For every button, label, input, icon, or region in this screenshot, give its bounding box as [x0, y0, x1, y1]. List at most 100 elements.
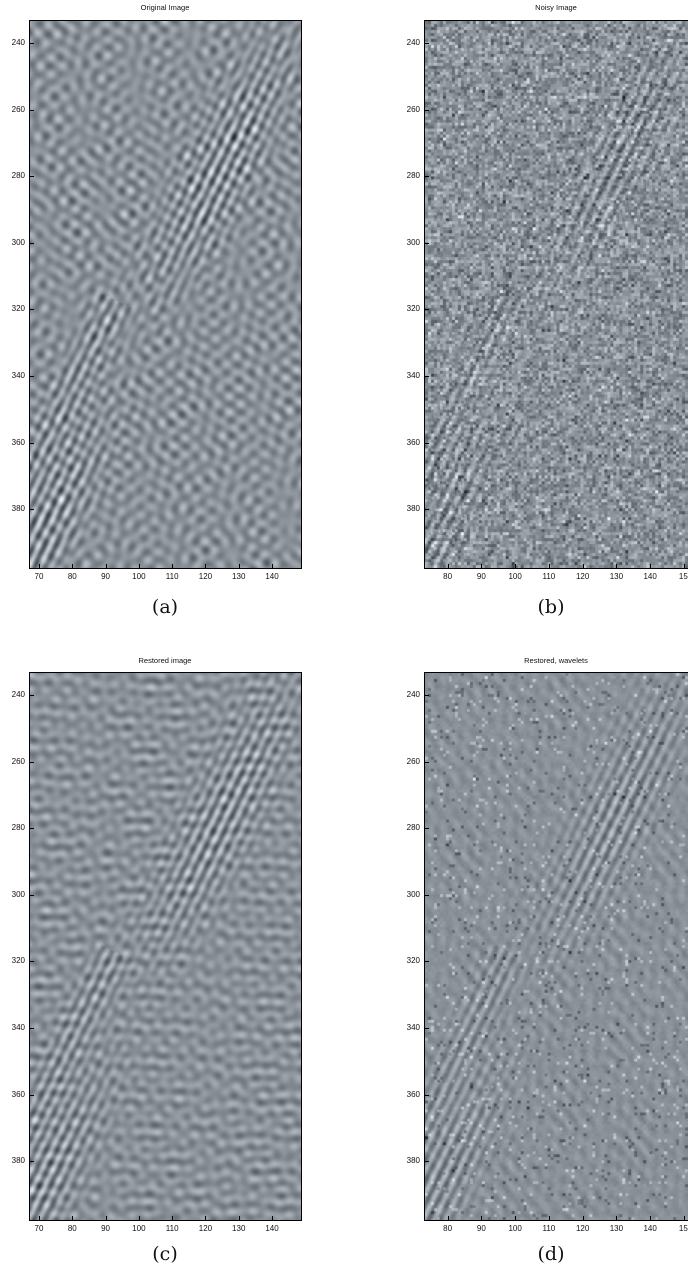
panel-c-image: [29, 672, 302, 1221]
y-tick-mark: [425, 242, 429, 244]
x-tick-mark: [650, 564, 652, 568]
y-tick-mark: [30, 695, 34, 697]
y-tick-label: 380: [406, 504, 420, 514]
y-tick-label: 340: [11, 371, 25, 381]
y-tick-mark: [425, 442, 429, 444]
y-tick-label: 360: [406, 437, 420, 447]
x-tick-label: 70: [34, 572, 44, 581]
x-tick-mark: [515, 1216, 517, 1220]
y-tick-mark: [425, 761, 429, 763]
panel-b-title: Noisy Image: [535, 3, 577, 12]
x-tick-mark: [72, 564, 74, 568]
x-tick-label: 120: [198, 572, 213, 581]
y-tick-mark: [30, 376, 34, 378]
x-tick-label: 120: [198, 1224, 213, 1233]
x-tick-mark: [172, 564, 174, 568]
y-tick-mark: [425, 109, 429, 111]
y-tick-mark: [30, 894, 34, 896]
y-tick-label: 380: [11, 1156, 25, 1166]
y-tick-label: 300: [11, 889, 25, 899]
x-tick-label: 90: [476, 572, 486, 581]
y-tick-label: 340: [11, 1023, 25, 1033]
x-tick-label: 100: [132, 1224, 146, 1233]
x-tick-label: 130: [609, 572, 624, 581]
y-tick-label: 380: [406, 1156, 420, 1166]
x-tick-mark: [38, 1216, 40, 1220]
y-tick-mark: [425, 894, 429, 896]
y-tick-label: 300: [406, 237, 420, 247]
x-tick-mark: [105, 1216, 107, 1220]
y-tick-mark: [30, 109, 34, 111]
y-tick-label: 340: [406, 1023, 420, 1033]
x-tick-label: 90: [476, 1224, 486, 1233]
y-tick-label: 280: [406, 823, 420, 833]
y-tick-mark: [30, 1161, 34, 1163]
y-tick-mark: [30, 43, 34, 45]
y-tick-mark: [425, 1028, 429, 1030]
x-tick-label: 100: [132, 572, 146, 581]
y-tick-mark: [425, 309, 429, 311]
x-tick-mark: [481, 1216, 483, 1220]
x-tick-label: 130: [609, 1224, 624, 1233]
y-tick-label: 320: [11, 304, 25, 314]
x-tick-mark: [650, 1216, 652, 1220]
y-tick-label: 240: [406, 38, 420, 48]
x-tick-label: 140: [265, 572, 279, 581]
x-tick-mark: [105, 564, 107, 568]
x-tick-label: 90: [101, 572, 111, 581]
x-tick-label: 150: [678, 572, 688, 581]
x-tick-label: 110: [542, 1224, 556, 1233]
x-tick-label: 110: [542, 572, 556, 581]
panel-a-caption: (a): [151, 596, 179, 618]
x-tick-label: 130: [232, 1224, 246, 1233]
y-tick-label: 380: [11, 504, 25, 514]
y-tick-label: 260: [406, 756, 420, 766]
x-tick-label: 90: [101, 1224, 111, 1233]
y-tick-mark: [425, 376, 429, 378]
x-tick-mark: [138, 1216, 140, 1220]
y-tick-label: 260: [11, 756, 25, 766]
y-tick-label: 340: [406, 371, 420, 381]
y-tick-mark: [30, 828, 34, 830]
x-tick-label: 120: [575, 572, 590, 581]
panel-d-caption: (d): [537, 1243, 565, 1265]
x-tick-mark: [138, 564, 140, 568]
x-tick-mark: [548, 564, 550, 568]
x-tick-mark: [272, 564, 274, 568]
y-tick-label: 320: [406, 304, 420, 314]
x-tick-label: 80: [443, 572, 453, 581]
x-tick-mark: [616, 564, 618, 568]
y-tick-mark: [30, 309, 34, 311]
y-tick-mark: [425, 961, 429, 963]
y-tick-label: 300: [406, 889, 420, 899]
x-tick-mark: [38, 564, 40, 568]
y-tick-label: 320: [406, 956, 420, 966]
y-tick-mark: [425, 509, 429, 511]
x-tick-mark: [172, 1216, 174, 1220]
y-tick-label: 360: [11, 1089, 25, 1099]
x-tick-mark: [683, 1216, 685, 1220]
panel-a-title: Original Image: [140, 3, 190, 12]
y-tick-mark: [30, 961, 34, 963]
x-tick-mark: [447, 1216, 449, 1220]
x-tick-mark: [481, 564, 483, 568]
x-tick-label: 130: [232, 572, 246, 581]
y-tick-mark: [425, 43, 429, 45]
x-tick-label: 70: [34, 1224, 44, 1233]
panel-c-title: Restored image: [138, 656, 192, 665]
panel-d-image: [424, 672, 688, 1221]
y-tick-label: 360: [406, 1089, 420, 1099]
y-tick-mark: [30, 442, 34, 444]
y-tick-mark: [30, 1094, 34, 1096]
y-tick-mark: [30, 176, 34, 178]
y-tick-mark: [30, 761, 34, 763]
x-tick-mark: [238, 564, 240, 568]
y-tick-label: 260: [406, 104, 420, 114]
x-tick-mark: [205, 564, 207, 568]
panel-b-image: [424, 20, 688, 569]
x-tick-label: 80: [67, 572, 77, 581]
y-tick-label: 280: [406, 171, 420, 181]
y-tick-mark: [425, 1161, 429, 1163]
x-tick-mark: [272, 1216, 274, 1220]
x-tick-mark: [238, 1216, 240, 1220]
